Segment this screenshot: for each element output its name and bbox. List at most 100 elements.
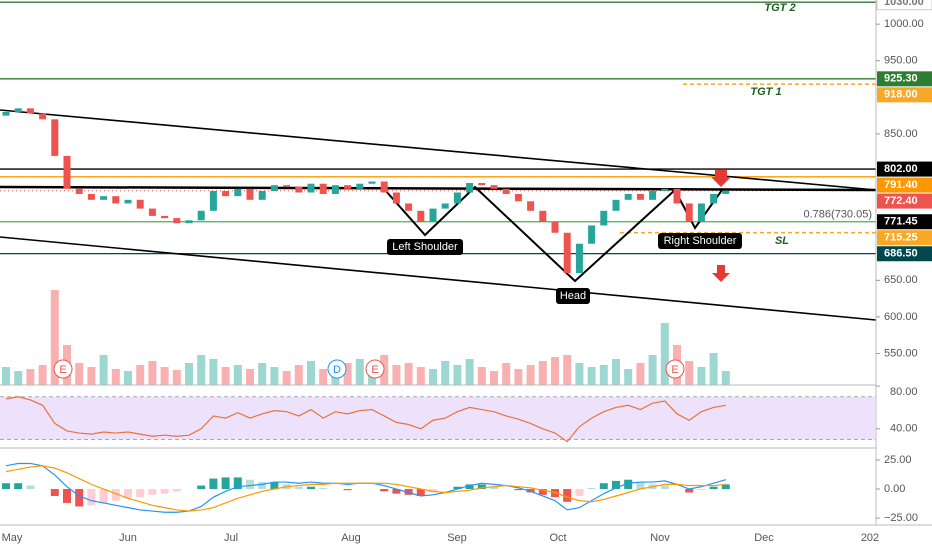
down-arrow [711,170,731,187]
rsi-line [5,396,726,443]
candle-body [270,185,278,192]
macd-histogram-bar [63,489,71,503]
macd-histogram-bar [599,483,608,490]
candle-body [453,192,461,204]
volume-bar [526,365,535,385]
macd-histogram-bar [124,489,132,499]
price-badge-label: 715.25 [884,232,918,244]
price-badge-label: 918.00 [884,89,918,101]
candle-body [551,221,559,233]
price-badge-label: 686.50 [884,248,918,260]
volume-bar [319,369,328,385]
macd-histogram-bar [319,487,328,490]
price-badge-label: 802.00 [884,163,918,175]
macd-histogram-bar [453,486,462,490]
volume-bar [538,361,547,385]
pattern-label-box [556,288,590,304]
trend-lines [0,109,877,321]
down-arrow [712,265,730,282]
annotation: TGT 2 [764,2,795,14]
volume-bar [709,353,718,385]
macd-histogram-bar [563,489,572,502]
candle-body [295,186,303,193]
price-badge [877,161,932,177]
macd-histogram-bar [258,482,267,490]
candle-body [429,208,437,222]
macd-histogram-bar [14,483,23,490]
volume-bar [685,361,694,385]
candle-body [331,185,339,194]
macd-tick-label: 25.00 [884,454,912,466]
candle-body [307,183,315,193]
volume-bar [185,363,193,385]
macd-histogram-bar [209,478,218,490]
candle-body [527,201,535,211]
lower-trend-line [0,236,877,321]
candle-body [39,113,47,120]
candle-body [234,188,242,197]
macd-histogram-bar [99,489,108,503]
candle-body [539,210,547,222]
volume-bar [648,355,657,385]
event-marker [327,359,347,379]
volume-bar [209,359,218,385]
candle-body [673,188,681,204]
candle-body [197,210,205,221]
volume-bar [160,367,169,385]
candle-body [722,190,730,194]
price-badge [877,246,932,262]
candle-body [661,188,669,192]
macd-histogram-bar [697,489,706,491]
x-tick-label: Jul [224,532,238,544]
candle-body [222,191,230,197]
price-badge-label: 1030.00 [884,0,924,8]
candle-body [51,119,59,156]
candle-body [478,182,486,186]
y-tick-label: 600.00 [884,311,918,323]
volume-bar [111,369,120,385]
volume-bar [624,369,633,385]
volume-bar [563,355,572,385]
price-badge-label: 791.40 [884,179,918,191]
volume-bar [551,357,559,385]
macd-histogram-bar [612,480,620,490]
candle-body [563,232,571,274]
volume-bar [270,367,279,385]
candle-body [2,111,10,116]
candle-body [75,188,83,194]
price-badge [877,193,932,209]
price-badge [877,71,932,87]
macd-line [5,465,726,512]
candle-body [417,210,425,222]
volume-bar [99,355,108,385]
volume-bar [246,369,254,385]
candle-body [392,192,400,204]
y-tick-label: 550.00 [884,347,918,359]
price-badge [877,230,932,246]
volume-bar [148,361,157,385]
pattern-label: Right Shoulder [664,235,737,247]
volume-bar [282,371,291,385]
event-marker [53,359,73,379]
upper-trend-line [0,109,877,191]
macd-histogram-bar [197,485,206,490]
candle-body [697,203,705,222]
macd-histogram-bar [575,489,584,496]
volume-bar [233,365,242,385]
price-badge [877,214,932,230]
macd-histogram-bar [465,484,474,490]
candle-body [148,208,156,216]
candle-body [649,191,657,200]
macd-histogram-bar [490,486,498,490]
macd-tick-label: 0.00 [884,483,905,495]
annotation: TGT 1 [750,86,781,98]
candle-body [466,182,474,193]
macd-histogram-bar [172,489,181,492]
volume-bar [404,363,413,385]
macd-histogram-bar [392,489,401,494]
volume-bar [50,290,59,385]
event-marker [665,359,685,379]
macd-histogram-bar [343,489,352,491]
volume-bar [221,367,230,385]
